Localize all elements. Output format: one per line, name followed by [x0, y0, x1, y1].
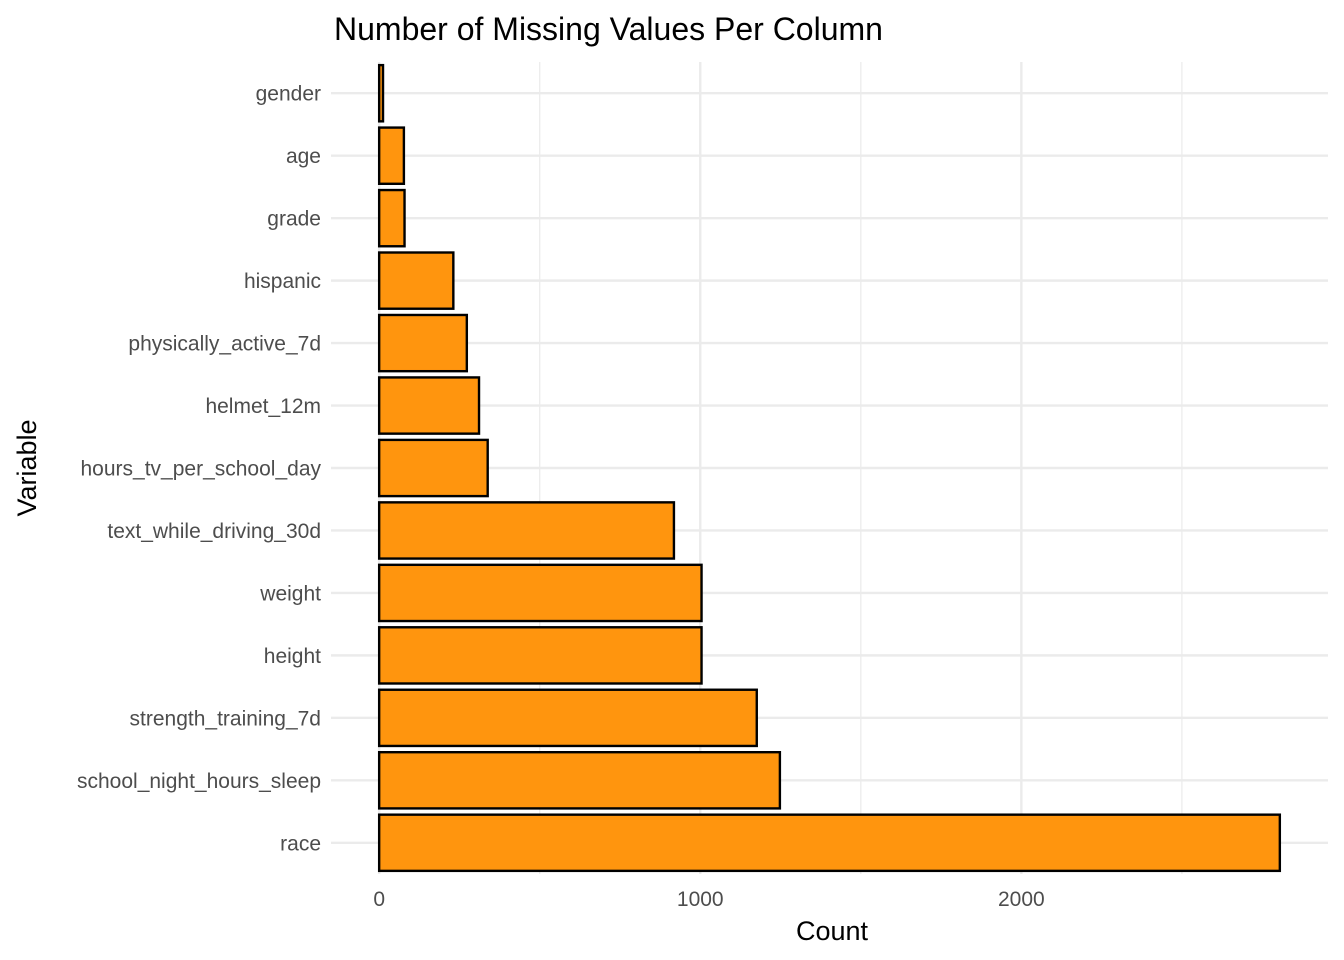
x-axis-title: Count	[796, 916, 869, 946]
bar-age	[377, 126, 406, 186]
x-tick-label: 1000	[677, 888, 724, 911]
y-tick-label: helmet_12m	[205, 395, 321, 418]
bar-strength_training_7d	[377, 688, 758, 748]
x-tick-label: 2000	[998, 888, 1045, 911]
x-tick-label: 0	[373, 888, 385, 911]
y-tick-label: strength_training_7d	[130, 707, 321, 730]
y-tick-labels: gender age grade hispanic physically_active_…	[77, 83, 322, 856]
bar-race	[377, 813, 1282, 873]
y-axis-title: Variable	[12, 419, 42, 516]
y-tick-label: weight	[259, 582, 321, 605]
bar-text_while_driving_30d	[377, 501, 676, 560]
y-tick-label: text_while_driving_30d	[107, 520, 321, 543]
bar-helmet_12m	[377, 376, 481, 435]
y-tick-label: race	[280, 832, 321, 855]
y-tick-label: gender	[256, 83, 321, 106]
bar-hours_tv_per_school_day	[377, 438, 489, 498]
bars	[377, 63, 1282, 873]
y-tick-label: grade	[267, 208, 321, 231]
y-tick-label: height	[264, 645, 321, 668]
bar-weight	[377, 563, 703, 623]
y-tick-label: age	[286, 145, 321, 168]
bar-height	[377, 626, 703, 685]
grid-lines	[331, 62, 1328, 874]
bar-physically_active_7d	[377, 313, 469, 373]
bar-school_night_hours_sleep	[377, 751, 782, 810]
y-tick-label: school_night_hours_sleep	[77, 770, 321, 793]
bar-hispanic	[377, 251, 455, 310]
y-tick-label: hours_tv_per_school_day	[81, 458, 322, 481]
y-tick-label: hispanic	[244, 270, 321, 293]
chart-title: Number of Missing Values Per Column	[334, 11, 883, 47]
bar-grade	[377, 188, 406, 248]
y-tick-label: physically_active_7d	[128, 333, 321, 356]
bar-gender	[377, 63, 385, 123]
x-tick-labels: 0 1000 2000	[373, 888, 1044, 911]
